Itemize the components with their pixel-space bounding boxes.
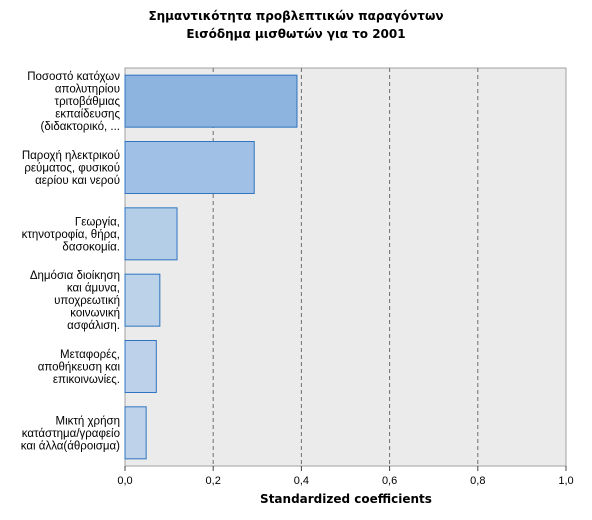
x-axis-ticks: 0,0 0,2 0,4 0,6 0,8 1,0 bbox=[117, 466, 574, 487]
x-tick-label: 0,0 bbox=[117, 475, 132, 487]
category-label-line: απολυτηρίου bbox=[55, 84, 120, 96]
bars bbox=[124, 74, 298, 460]
grid-lines bbox=[212, 68, 479, 466]
category-label: Γεωργία, κτηνοτροφία, θήρα, δασοκομία. bbox=[22, 216, 120, 253]
category-label-line: επικοινωνίες. bbox=[53, 374, 120, 386]
category-label-line: Παροχή ηλεκτρικού bbox=[22, 150, 120, 162]
chart-subtitle: Εισόδημα μισθωτών για το 2001 bbox=[186, 27, 406, 41]
chart-title: Σημαντικότητα προβλεπτικών παραγόντων bbox=[148, 9, 444, 23]
category-label-line: Δημόσια διοίκηση bbox=[30, 270, 120, 282]
x-tick-label: 0,2 bbox=[206, 475, 221, 487]
category-label: Δημόσια διοίκηση και άμυνα, υποχρεωτική κοι… bbox=[30, 270, 120, 332]
category-label-line: και άλλα(άθροισμα) bbox=[21, 440, 120, 452]
category-label: Παροχή ηλεκτρικού ρεύματος, φυσικού αερίου… bbox=[22, 150, 120, 187]
category-label-line: ασφάλιση. bbox=[67, 320, 120, 332]
category-label-line: ρεύματος, φυσικού bbox=[24, 163, 120, 175]
bar bbox=[124, 141, 255, 194]
category-label: Ποσοστό κατόχων απολυτηρίου τριτοβάθμιας εκ… bbox=[27, 71, 120, 133]
category-label-line: Μικτή χρήση bbox=[56, 415, 121, 427]
category-label-line: αποθήκευση και bbox=[38, 362, 121, 374]
bar bbox=[124, 74, 298, 128]
category-label: Μεταφορές, αποθήκευση και επικοινωνίες. bbox=[38, 349, 121, 386]
category-label-line: τριτοβάθμιας bbox=[55, 96, 121, 108]
x-tick-label: 1,0 bbox=[558, 475, 573, 487]
category-label-line: υποχρεωτική bbox=[54, 295, 120, 307]
category-label-line: εκπαίδευσης bbox=[55, 109, 120, 121]
category-label-line: κατάστημα/γραφείο bbox=[22, 428, 120, 440]
category-label-line: κτηνοτροφία, θήρα, bbox=[22, 229, 120, 241]
category-labels: Ποσοστό κατόχων απολυτηρίου τριτοβάθμιας εκ… bbox=[21, 71, 121, 452]
category-label-line: Ποσοστό κατόχων bbox=[27, 71, 120, 83]
category-label-line: και άμυνα, bbox=[67, 283, 120, 295]
bar bbox=[124, 273, 161, 327]
x-tick-label: 0,8 bbox=[470, 475, 485, 487]
x-tick-label: 0,6 bbox=[382, 475, 397, 487]
category-label-line: (διδακτορικό, ... bbox=[41, 121, 120, 133]
bar bbox=[124, 406, 147, 460]
bar bbox=[124, 340, 157, 393]
x-tick-label: 0,4 bbox=[294, 475, 309, 487]
category-label-line: Μεταφορές, bbox=[60, 349, 120, 361]
category-label-line: δασοκομία. bbox=[62, 241, 120, 253]
plot-area bbox=[124, 67, 567, 467]
bar bbox=[124, 207, 178, 261]
category-label-line: Γεωργία, bbox=[75, 216, 120, 228]
category-label: Μικτή χρήση κατάστημα/γραφείο και άλλα(άθρ… bbox=[21, 415, 120, 452]
category-label-line: κοινωνική bbox=[70, 308, 120, 320]
x-axis-title: Standardized coefficients bbox=[260, 492, 432, 506]
category-label-line: αερίου και νερού bbox=[35, 175, 120, 187]
